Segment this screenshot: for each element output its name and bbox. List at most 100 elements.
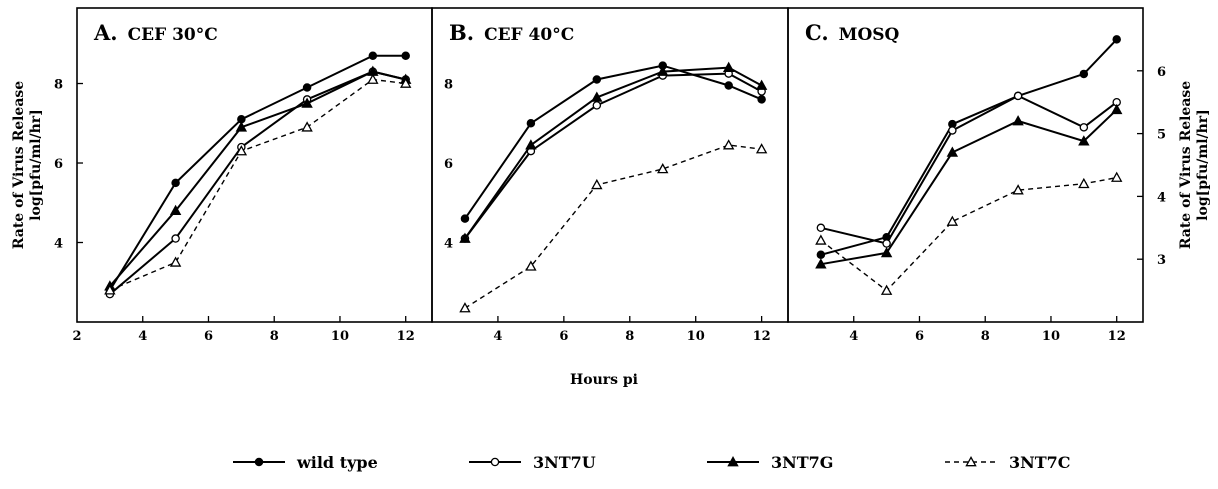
data-point-3nt7c (755, 143, 768, 154)
series-line-wild-type (109, 54, 406, 291)
x-tick-label: 8 (625, 329, 634, 344)
panel-letter: B. (449, 20, 474, 45)
x-tick-label: 6 (559, 329, 568, 344)
legend: wild type 3NT7U 3NT7G 3NT7C (233, 453, 1071, 472)
data-point-3nt7u (882, 239, 891, 248)
data-point-3nt7g (1110, 103, 1123, 115)
series-line-3nt7u (109, 70, 406, 295)
data-point-3nt7u (1013, 91, 1023, 101)
panel-b: B. CEF 40°C 4 6 8 10 12 4 6 8 (431, 7, 789, 344)
y-tick-label: 3 (1157, 253, 1166, 268)
data-point-3nt7c (591, 178, 603, 190)
data-point-wild-type (757, 95, 766, 104)
panel-condition: MOSQ (839, 25, 900, 45)
panel-frame (787, 7, 1144, 323)
data-point-3nt7g (591, 91, 603, 102)
data-point-wild-type (724, 81, 733, 90)
data-point-wild-type (171, 178, 180, 188)
panel-condition: CEF 40°C (484, 25, 574, 45)
y-tick-label: 4 (1157, 190, 1166, 205)
panel-condition: CEF 30°C (128, 25, 218, 45)
series-line-3nt7c (464, 144, 762, 309)
legend-marker-3nt7u (490, 457, 500, 467)
x-tick-label: 10 (687, 329, 705, 344)
data-point-3nt7c (1078, 177, 1090, 189)
data-point-3nt7c (1110, 171, 1123, 182)
series-line-3nt7u (820, 94, 1118, 245)
x-tick-label: 12 (1108, 329, 1126, 344)
series-line-wild-type (464, 64, 762, 220)
legend-marker-3nt7c (965, 456, 977, 467)
data-point-3nt7u (1079, 123, 1089, 132)
data-point-wild-type (1079, 69, 1089, 79)
data-point-3nt7c (459, 302, 471, 313)
y-tick-label: 4 (54, 237, 63, 252)
legend-label-3nt7g: 3NT7G (771, 453, 833, 472)
panel-title: A. CEF 30°C (93, 20, 218, 45)
data-point-3nt7g (815, 258, 827, 269)
panel-c: C. MOSQ 4 6 8 10 12 3 4 5 6 (787, 7, 1166, 344)
data-point-3nt7g (657, 65, 669, 76)
data-point-3nt7g (946, 146, 959, 157)
data-point-wild-type (592, 75, 602, 84)
data-point-wild-type (302, 83, 312, 92)
y-tick-label: 5 (1157, 128, 1166, 143)
panel-a: A. CEF 30°C 2 4 6 8 10 12 4 6 8 (54, 7, 433, 344)
y-axis-title-left-line2: log[pfu/ml/hr] (28, 109, 44, 221)
data-point-3nt7g (722, 61, 735, 72)
data-point-3nt7g (301, 97, 313, 108)
y-axis-title-right-line2: log[pfu/ml/hr] (1195, 109, 1211, 221)
series-line-3nt7c (109, 78, 406, 291)
data-point-3nt7c (235, 145, 248, 156)
series-line-3nt7u (464, 72, 763, 240)
data-point-3nt7c (169, 256, 182, 267)
x-tick-label: 4 (849, 329, 858, 344)
legend-label-3nt7u: 3NT7U (533, 453, 596, 472)
data-point-wild-type (368, 51, 378, 60)
data-point-3nt7g (1078, 135, 1090, 146)
data-point-3nt7c (399, 77, 412, 88)
y-tick-label: 4 (444, 237, 453, 252)
panels-group: A. CEF 30°C 2 4 6 8 10 12 4 6 8 B. CEF 40°C 4 6 8 10 12 4… (54, 7, 1166, 344)
panel-title: B. CEF 40°C (449, 20, 574, 45)
x-tick-label: 10 (331, 329, 349, 344)
series-line-3nt7c (820, 176, 1117, 292)
data-point-3nt7u (948, 126, 957, 135)
x-tick-label: 10 (1042, 329, 1060, 344)
panel-letter: C. (805, 20, 829, 45)
y-axis-title-left-line1: Rate of Virus Release (11, 81, 27, 249)
data-point-wild-type (1112, 35, 1121, 44)
data-point-wild-type (401, 51, 410, 60)
series-line-wild-type (820, 38, 1118, 256)
data-point-wild-type (816, 250, 826, 260)
data-point-3nt7g (525, 139, 537, 150)
x-tick-label: 8 (270, 329, 279, 344)
x-tick-label: 6 (204, 329, 213, 344)
legend-label-3nt7c: 3NT7C (1009, 453, 1071, 472)
y-axis-title-right-line1: Rate of Virus Release (1178, 81, 1194, 249)
data-point-3nt7c (104, 284, 116, 295)
data-point-3nt7c (880, 284, 893, 295)
data-point-3nt7u (171, 234, 180, 243)
series-line-3nt7g (820, 108, 1118, 266)
x-tick-label: 2 (72, 329, 81, 344)
data-point-3nt7c (367, 73, 379, 84)
data-point-3nt7g (235, 121, 248, 132)
legend-marker-wild-type (254, 457, 264, 467)
data-point-3nt7c (1012, 184, 1024, 195)
y-tick-label: 8 (444, 78, 453, 93)
panel-letter: A. (93, 20, 118, 45)
x-axis-title: Hours pi (570, 372, 638, 388)
y-tick-label: 8 (54, 78, 63, 93)
panel-title: C. MOSQ (805, 20, 900, 45)
data-point-3nt7g (755, 79, 768, 90)
series-line-3nt7g (109, 70, 406, 287)
data-point-3nt7g (880, 246, 893, 258)
data-point-wild-type (460, 214, 470, 223)
y-tick-label: 6 (54, 157, 63, 172)
data-point-3nt7c (525, 260, 537, 271)
data-point-3nt7u (592, 101, 602, 110)
x-tick-label: 12 (753, 329, 771, 344)
x-tick-label: 6 (915, 329, 924, 344)
